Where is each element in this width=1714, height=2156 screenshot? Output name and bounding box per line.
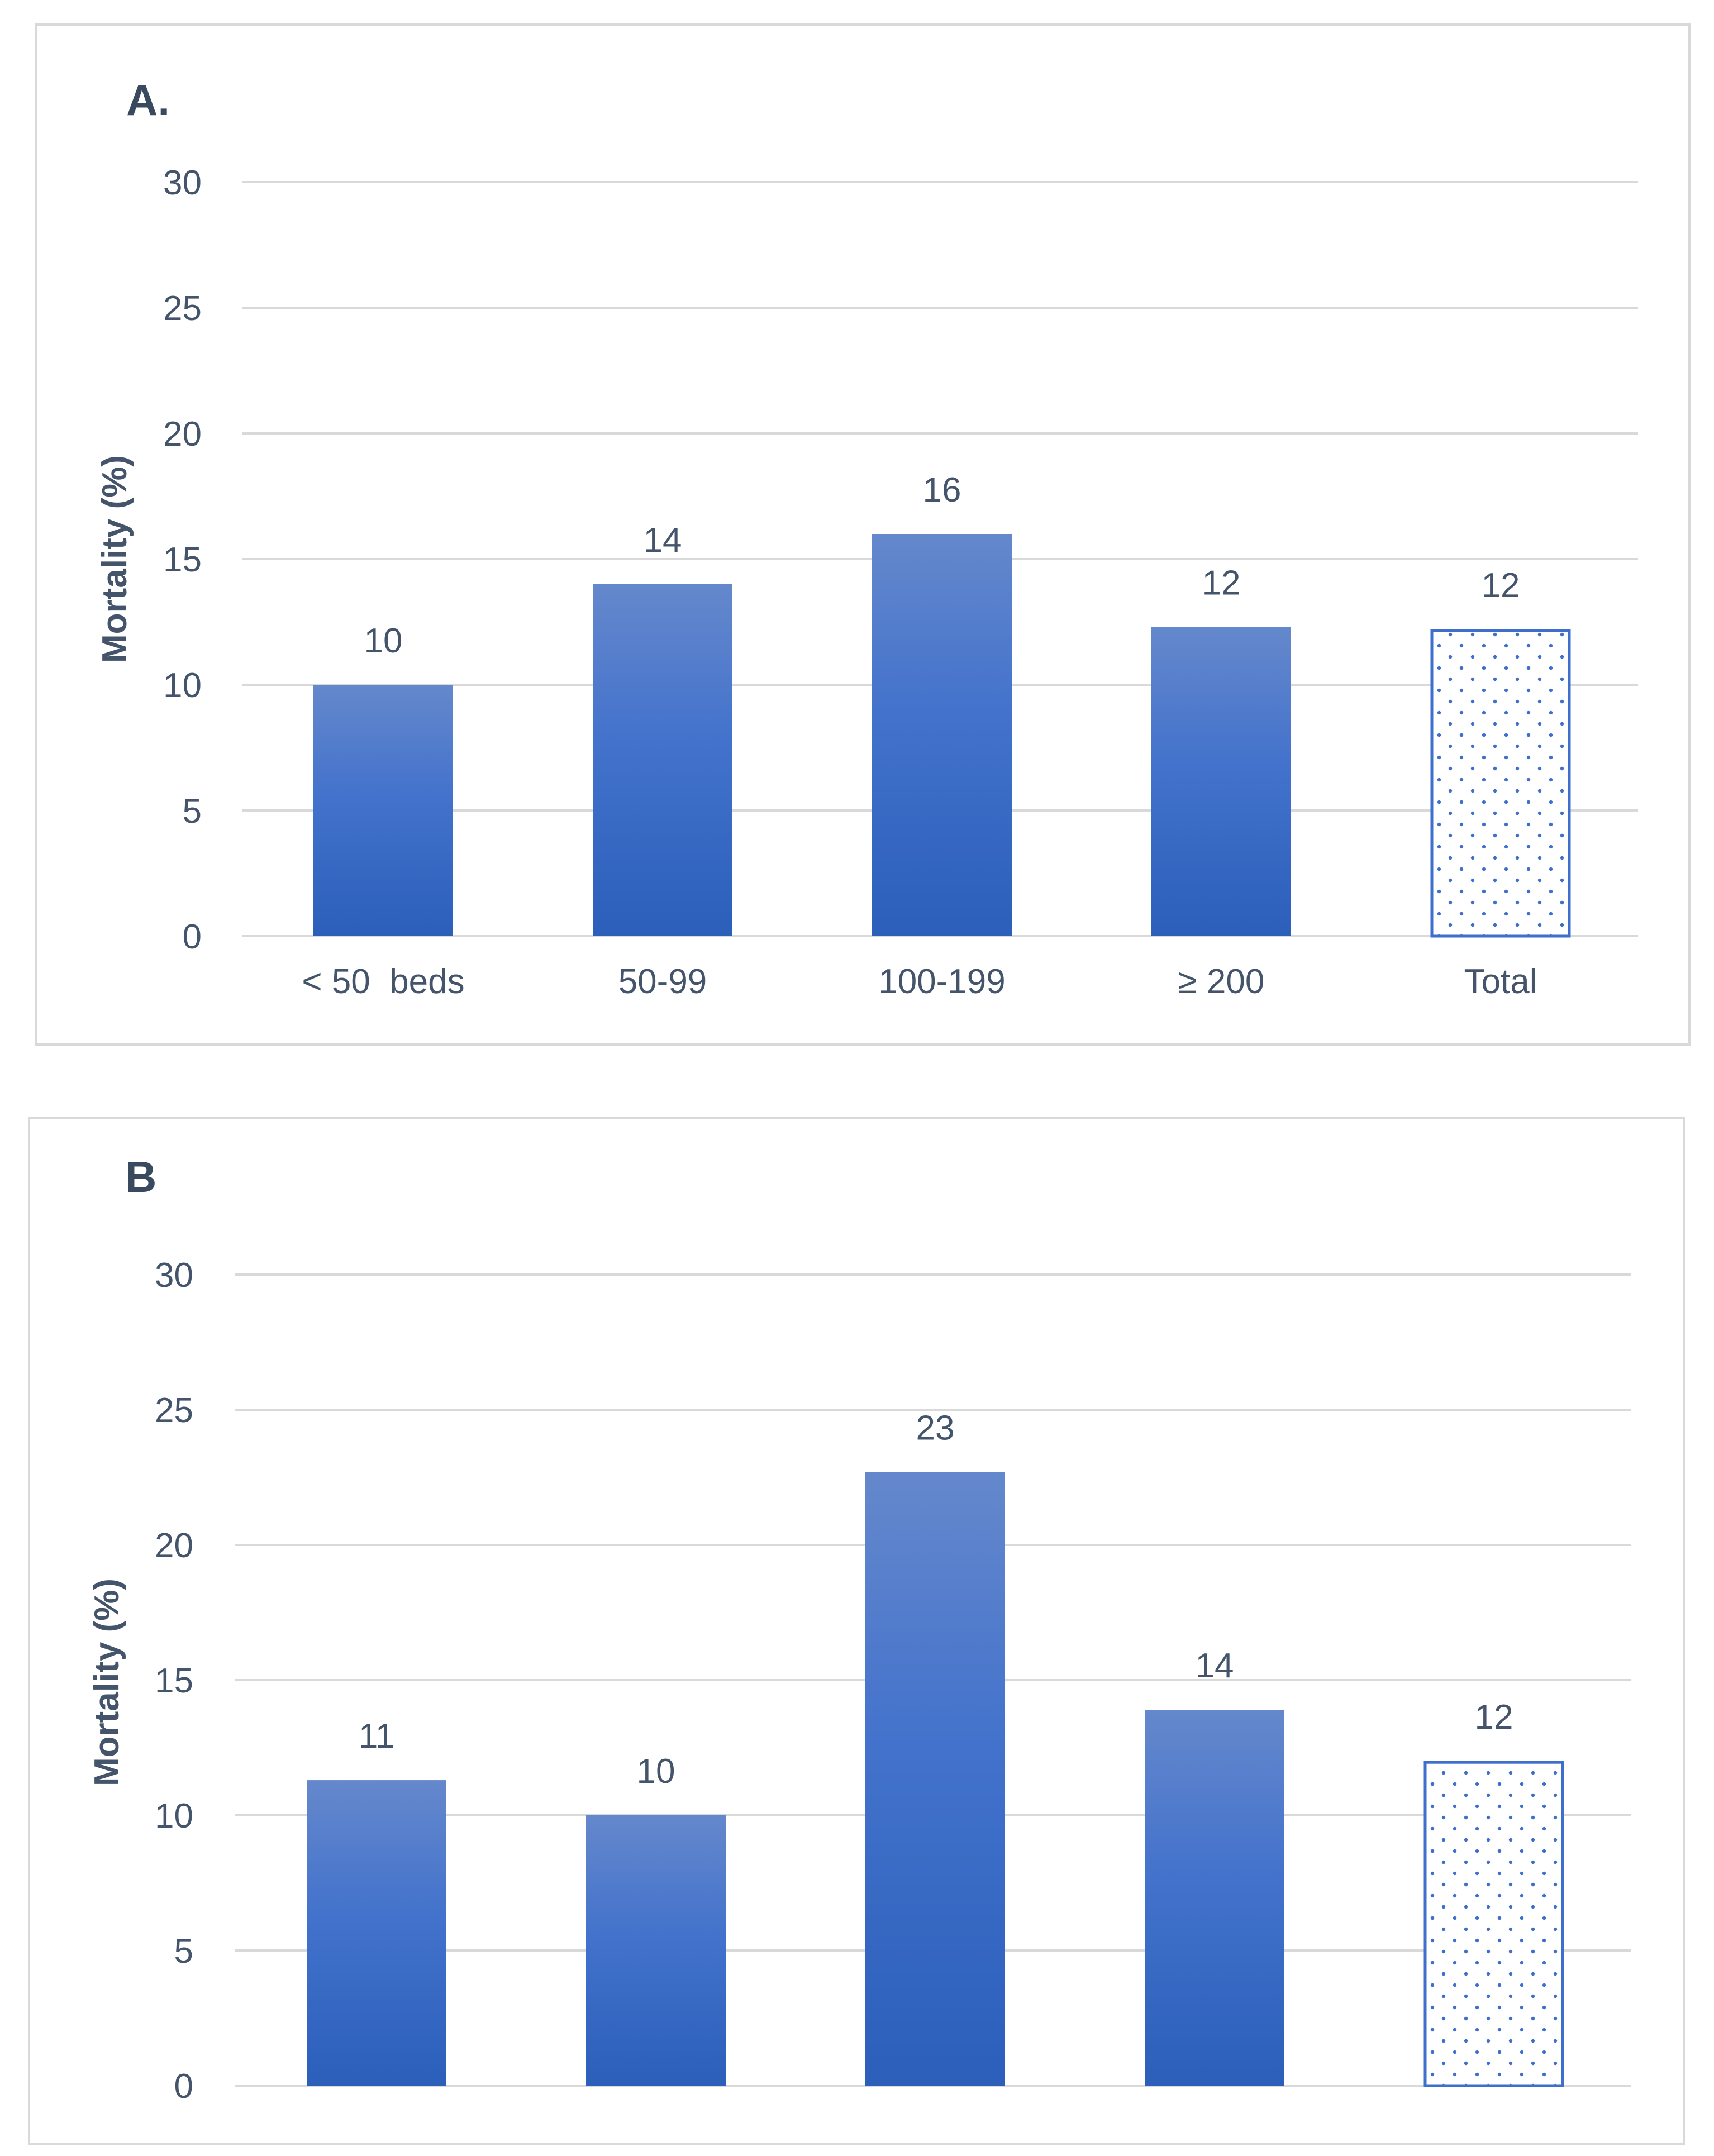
y-tick-label: 10 [163, 666, 202, 705]
y-tick-label: 30 [163, 164, 202, 202]
data-label: 14 [1196, 1647, 1234, 1685]
chart-a: A. 0 5 10 15 20 25 30 Mortality (%) 10 < 50 beds 14… [96, 75, 1638, 1001]
x-category-label: ≥ 200 [1178, 962, 1265, 1001]
y-tick-label: 15 [155, 1662, 193, 1700]
bar [1145, 1710, 1284, 2086]
x-category-label: Total [1464, 962, 1537, 1001]
bar [1151, 627, 1291, 936]
y-tick-label: 5 [183, 792, 202, 831]
bar-total [1423, 1761, 1564, 2087]
chart-b: B 0 5 10 15 20 25 30 Mortality (%) 11 10 23 14 12 [88, 1152, 1631, 2106]
bar [307, 1780, 446, 2086]
bar [593, 584, 732, 936]
y-tick-label: 20 [155, 1527, 193, 1565]
bar-total [1430, 629, 1571, 938]
y-tick-label: 25 [163, 289, 202, 328]
data-label: 14 [644, 521, 682, 560]
panel-label: A. [126, 75, 170, 125]
y-tick-label: 25 [155, 1391, 193, 1430]
x-category-label: 50-99 [618, 962, 707, 1001]
data-label: 11 [359, 1717, 394, 1756]
y-axis-label: Mortality (%) [88, 1578, 126, 1786]
data-label: 16 [923, 471, 961, 509]
chart-panel-b: B 0 5 10 15 20 25 30 Mortality (%) 11 10 23 14 12 [28, 1117, 1685, 2145]
x-category-label: < 50 beds [302, 962, 464, 1001]
y-tick-label: 10 [155, 1797, 193, 1835]
panel-label: B [125, 1152, 156, 1201]
y-tick-label: 5 [174, 1932, 193, 1971]
data-label: 23 [916, 1409, 955, 1447]
y-tick-label: 30 [155, 1256, 193, 1295]
bar [313, 685, 453, 936]
data-label: 12 [1482, 566, 1520, 605]
y-tick-label: 20 [163, 415, 202, 454]
data-label: 12 [1202, 564, 1241, 603]
chart-panel-a: A. 0 5 10 15 20 25 30 Mortality (%) 10 < 50 beds 14… [35, 23, 1691, 1046]
bar [872, 534, 1012, 936]
x-category-label: 100-199 [878, 962, 1006, 1001]
bar [586, 1815, 726, 2086]
data-label: 12 [1475, 1698, 1513, 1737]
y-axis-label: Mortality (%) [96, 455, 134, 663]
y-tick-label: 15 [163, 541, 202, 579]
bar [865, 1472, 1005, 2086]
data-label: 10 [637, 1752, 675, 1791]
y-tick-label: 0 [174, 2067, 193, 2106]
y-tick-label: 0 [183, 918, 202, 956]
data-label: 10 [364, 622, 403, 660]
